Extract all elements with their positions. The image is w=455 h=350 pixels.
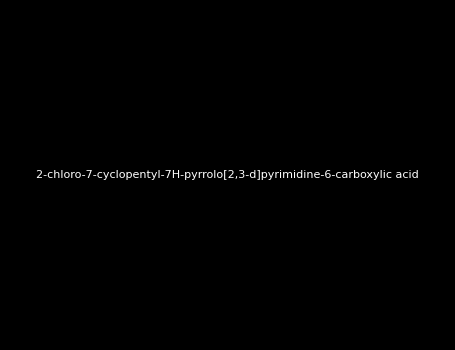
Text: 2-chloro-7-cyclopentyl-7H-pyrrolo[2,3-d]pyrimidine-6-carboxylic acid: 2-chloro-7-cyclopentyl-7H-pyrrolo[2,3-d]…: [36, 170, 419, 180]
